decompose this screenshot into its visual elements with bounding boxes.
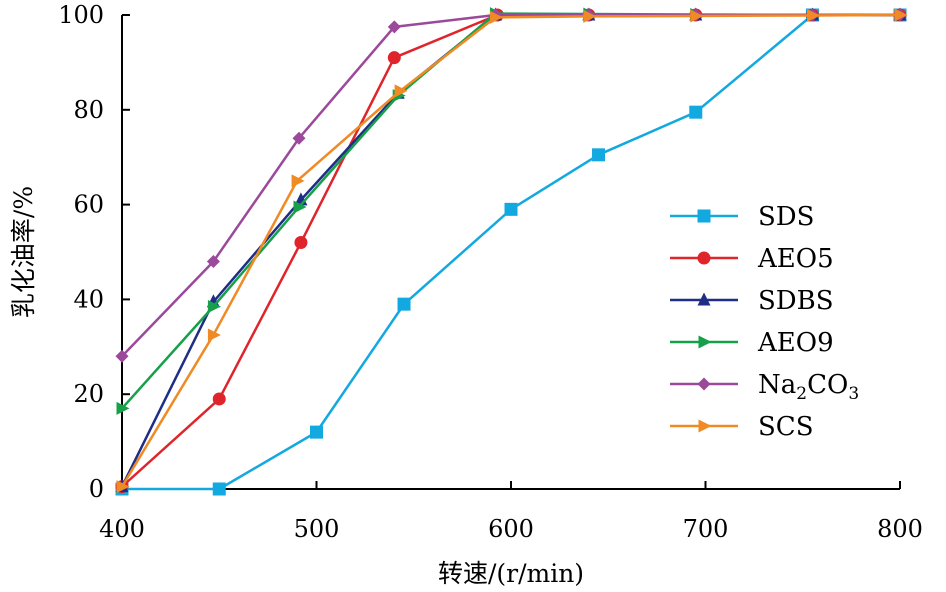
data-point [292, 131, 306, 145]
x-tick-label: 500 [294, 515, 340, 543]
legend-label: AEO9 [757, 328, 834, 358]
x-tick-label: 800 [877, 515, 923, 543]
data-point [207, 300, 221, 314]
legend-marker [697, 209, 711, 223]
legend-marker [698, 419, 712, 433]
legend-label: Na2CO3 [758, 370, 859, 404]
data-point [504, 202, 518, 216]
y-tick-label: 60 [73, 191, 104, 219]
data-point [291, 174, 305, 188]
y-tick-label: 20 [73, 380, 104, 408]
data-point [310, 425, 323, 439]
x-tick-label: 700 [683, 515, 729, 543]
series-scs [116, 8, 908, 494]
data-point [387, 20, 401, 34]
data-point [583, 9, 597, 23]
data-point [387, 51, 401, 65]
data-point [212, 482, 226, 496]
x-tick-label: 400 [99, 515, 145, 543]
legend-marker [697, 377, 711, 391]
legend-item: AEO5 [670, 244, 834, 274]
plot-area [115, 7, 908, 496]
legend-item: SDS [670, 202, 814, 232]
data-point [116, 480, 130, 494]
x-axis-title: 转速/(r/min) [438, 559, 584, 588]
legend-marker [698, 335, 712, 349]
y-axis-title: 乳化油率/% [9, 186, 38, 318]
legend-item: SCS [670, 412, 814, 442]
y-tick-label: 80 [73, 96, 104, 124]
legend-item: SDBS [670, 286, 834, 316]
axes: 0 20 40 60 80 100 400 500 600 700 800 [58, 1, 923, 543]
y-tick-label: 40 [73, 285, 104, 313]
legend-label: SCS [758, 412, 814, 442]
data-point [394, 84, 408, 98]
data-point [206, 254, 220, 268]
legend-item: AEO9 [670, 328, 834, 358]
data-point [806, 8, 820, 22]
data-point [489, 10, 503, 24]
legend-label: SDS [758, 202, 814, 232]
data-point [293, 200, 307, 214]
data-point [294, 236, 308, 250]
data-point [207, 328, 221, 342]
legend-item: Na2CO3 [670, 370, 859, 404]
data-point [689, 105, 703, 119]
data-point [592, 148, 606, 162]
x-tick-label: 600 [488, 515, 534, 543]
legend-label: AEO5 [757, 244, 834, 274]
data-point [212, 392, 226, 406]
legend: SDS AEO5 SDBS AEO9 Na2CO3 SCS [670, 202, 859, 442]
data-point [894, 8, 908, 22]
legend-label: SDBS [758, 286, 834, 316]
data-point [690, 9, 704, 23]
y-tick-label: 0 [89, 475, 104, 503]
legend-marker [697, 251, 711, 265]
legend-marker [697, 292, 711, 306]
data-point [115, 349, 129, 363]
data-point [397, 297, 411, 311]
data-point [116, 401, 130, 415]
y-tick-label: 100 [58, 1, 104, 29]
